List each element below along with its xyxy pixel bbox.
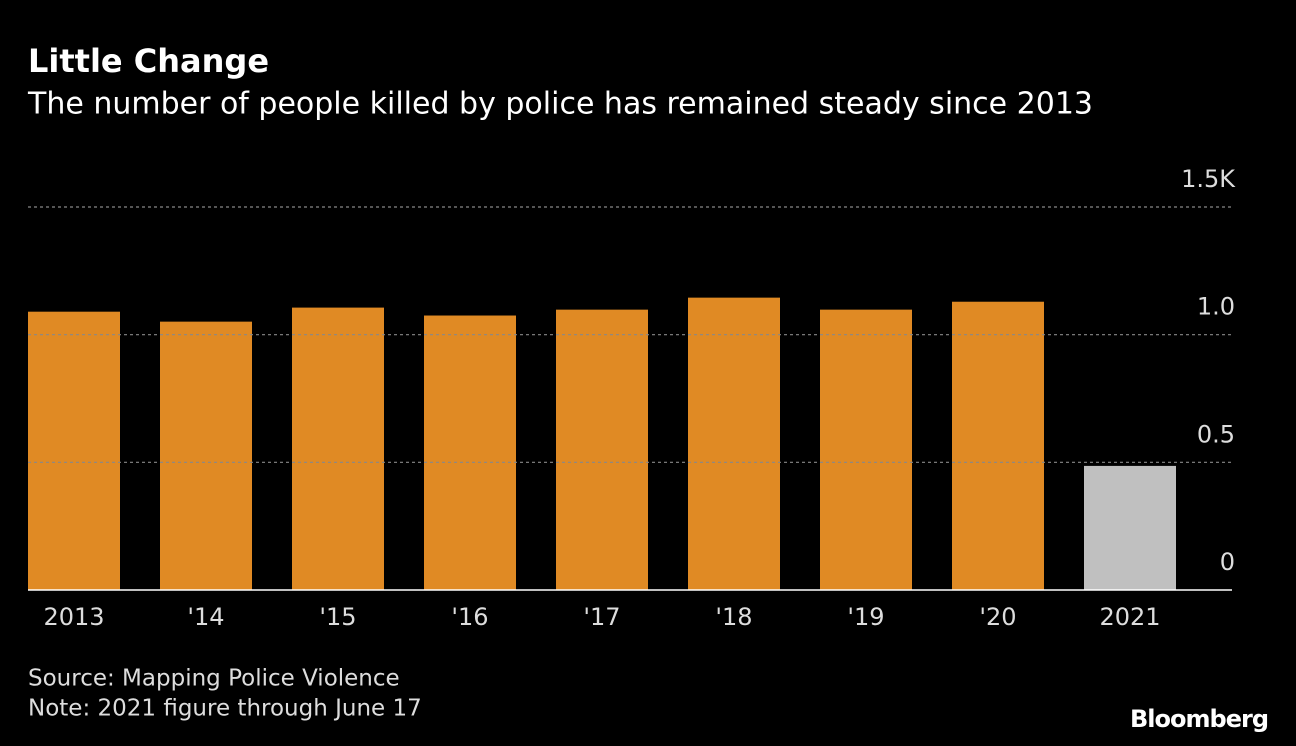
chart-title: Little Change xyxy=(28,42,269,80)
x-tick-label: '19 xyxy=(847,603,884,631)
y-tick-label: 0.5 xyxy=(1197,420,1235,448)
x-tick-label: '17 xyxy=(583,603,620,631)
source: Source: Mapping Police Violence xyxy=(28,666,400,692)
bar xyxy=(556,309,648,590)
bar xyxy=(160,321,252,590)
bar xyxy=(424,315,516,590)
x-tick-label: '20 xyxy=(979,603,1016,631)
x-tick-label: '15 xyxy=(319,603,356,631)
y-tick-label: 1.5K xyxy=(1181,165,1236,193)
note: Note: 2021 figure through June 17 xyxy=(28,696,422,722)
chart-subtitle: The number of people killed by police ha… xyxy=(27,87,1093,122)
x-tick-label: 2013 xyxy=(43,603,104,631)
x-tick-label: '14 xyxy=(187,603,224,631)
y-tick-label: 1.0 xyxy=(1197,293,1235,321)
x-tick-label: '18 xyxy=(715,603,752,631)
y-tick-label: 0 xyxy=(1220,548,1235,576)
x-tick-label: 2021 xyxy=(1099,603,1160,631)
x-tick-label: '16 xyxy=(451,603,488,631)
bar xyxy=(292,307,384,590)
bar xyxy=(688,297,780,590)
bar xyxy=(952,301,1044,590)
bar xyxy=(820,309,912,590)
bar xyxy=(1084,465,1176,590)
brand-logo: Bloomberg xyxy=(1130,705,1268,733)
bar xyxy=(28,311,120,590)
